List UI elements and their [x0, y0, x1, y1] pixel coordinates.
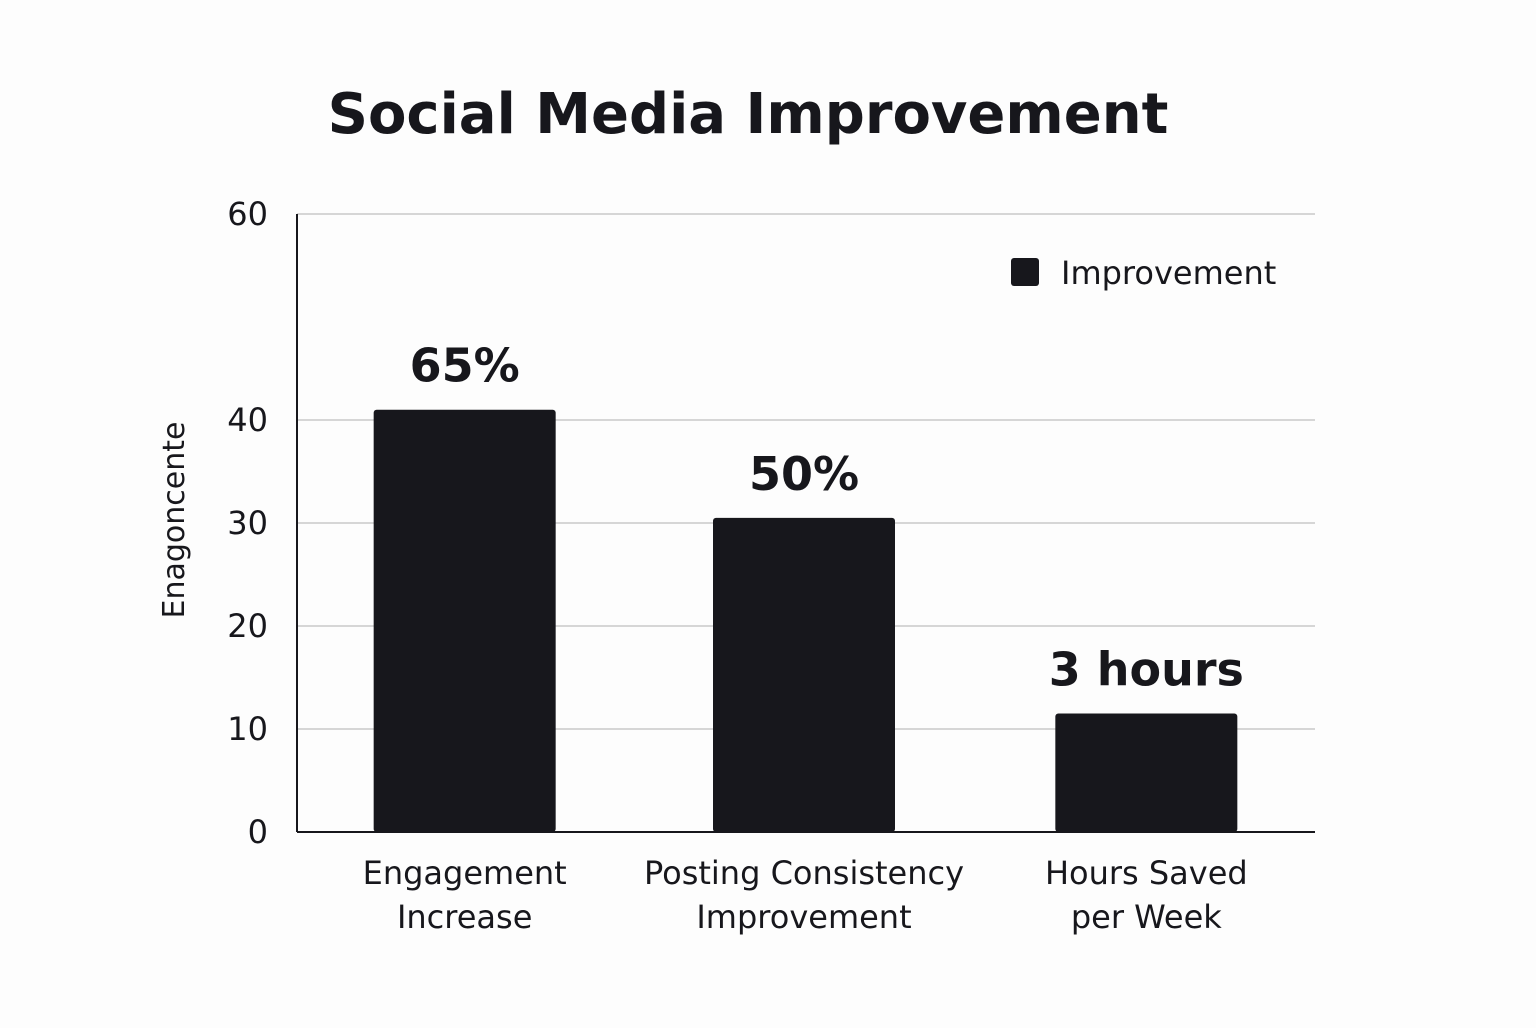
x-category-label: Increase: [397, 898, 532, 936]
x-category-label: Hours Saved: [1045, 854, 1248, 892]
y-tick-label: 40: [227, 401, 268, 439]
y-tick-label: 60: [227, 195, 268, 233]
y-axis-ticks: 0 10 20 30 40 60: [227, 195, 268, 851]
y-tick-label: 10: [227, 710, 268, 748]
data-labels: 65% 50% 3 hours: [410, 339, 1244, 697]
bar: [1055, 713, 1238, 832]
x-category-label: per Week: [1071, 898, 1222, 936]
legend-swatch: [1011, 258, 1039, 286]
chart-title: Social Media Improvement: [328, 82, 1169, 147]
y-axis-label: Enagoncente: [157, 422, 192, 619]
x-category-label: Engagement: [363, 854, 567, 892]
bar: [713, 517, 895, 832]
legend-label: Improvement: [1061, 254, 1276, 292]
y-tick-label: 0: [248, 813, 268, 851]
y-tick-label: 20: [227, 607, 268, 645]
x-category-label: Improvement: [696, 898, 911, 936]
bar-value-label: 65%: [410, 339, 520, 393]
x-category-label: Posting Consistency: [644, 854, 964, 892]
legend: Improvement: [1011, 254, 1276, 292]
bar: [373, 409, 556, 832]
bars: [373, 409, 1238, 832]
y-tick-label: 30: [227, 504, 268, 542]
x-axis-categories: Engagement Increase Posting Consistency Imp…: [363, 854, 1248, 936]
bar-value-label: 50%: [749, 447, 859, 501]
bar-value-label: 3 hours: [1049, 643, 1244, 697]
